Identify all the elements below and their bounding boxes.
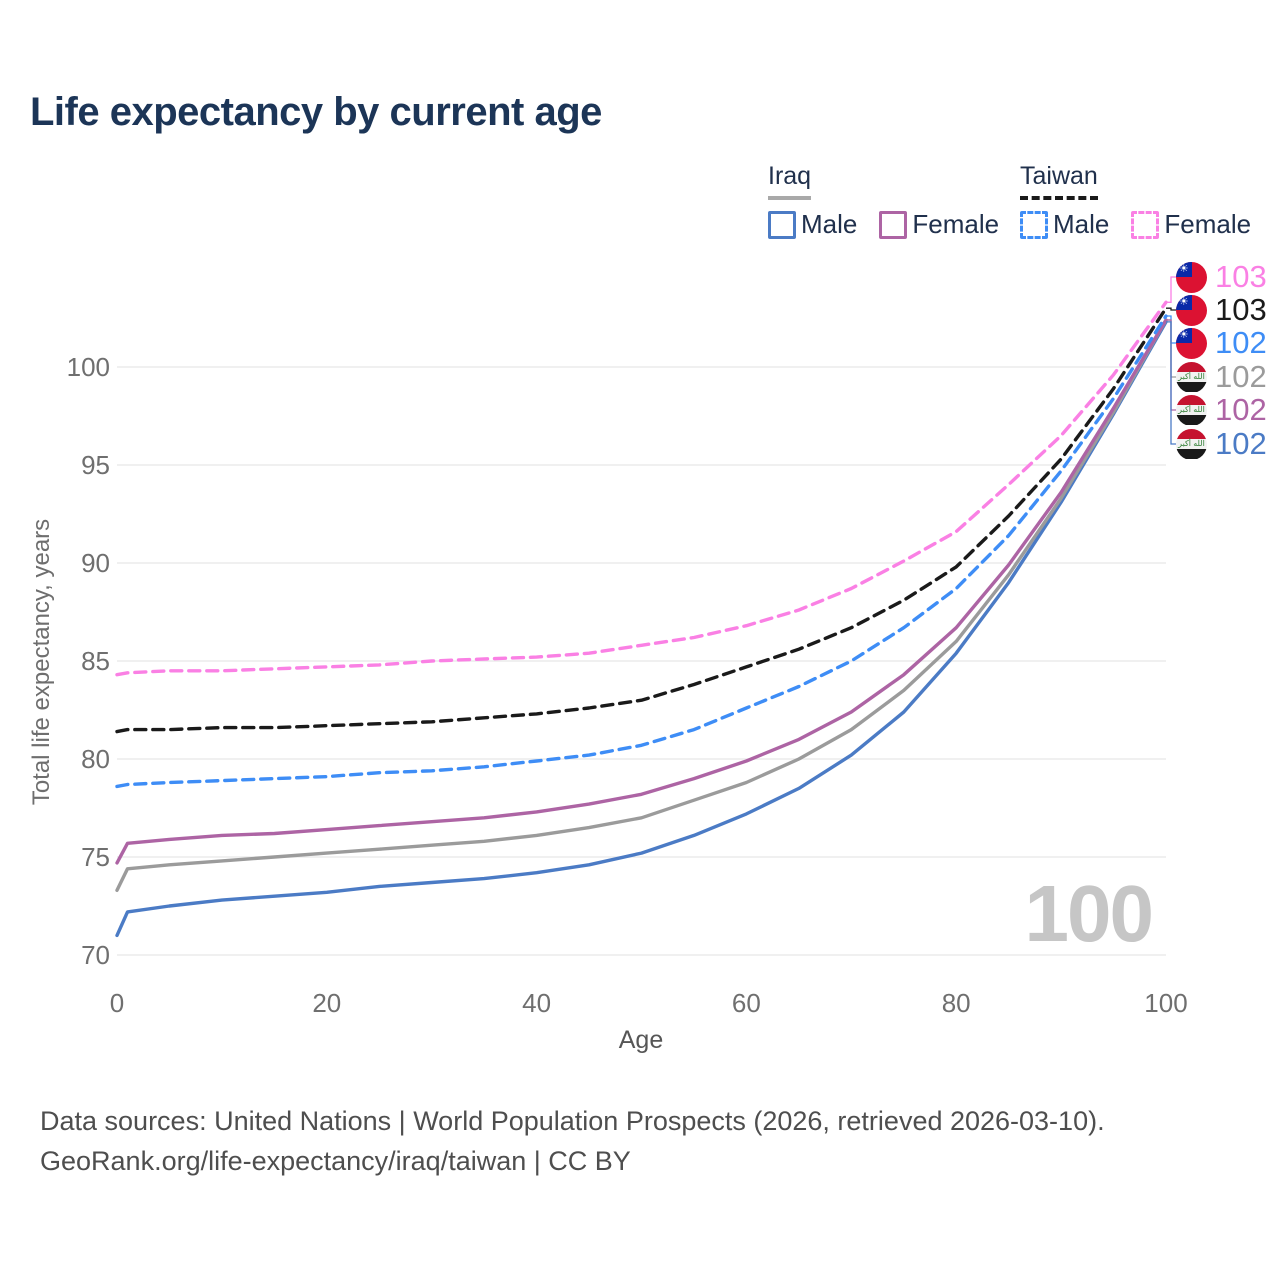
page-title: Life expectancy by current age [30, 90, 602, 134]
end-value-taiwan-male: 102 [1215, 325, 1267, 360]
series-line-iraq-male [115, 320, 1168, 938]
end-value-iraq-total: 102 [1215, 359, 1267, 394]
series-line-taiwan-male [115, 314, 1168, 789]
series-line-taiwan-female [115, 300, 1168, 677]
taiwan-flag-icon: ☀ [1176, 327, 1207, 359]
legend-item-iraq-female[interactable]: Female [879, 209, 999, 240]
legend-label-iraq-female: Female [912, 209, 1000, 239]
series-line-taiwan [115, 306, 1168, 734]
iraq-female-checkbox[interactable] [879, 210, 908, 239]
y-tick-label: 75 [81, 842, 110, 872]
x-tick-label: 20 [312, 988, 342, 1018]
legend-item-taiwan-male[interactable]: Male [1020, 209, 1109, 240]
legend-header-taiwan: Taiwan [1020, 162, 1098, 200]
x-tick-label: 60 [731, 988, 761, 1018]
y-tick-label: 80 [81, 744, 110, 774]
legend-items-iraq: Male Female [768, 209, 1021, 240]
y-tick-label: 95 [81, 450, 110, 480]
end-value-iraq-male: 102 [1215, 426, 1267, 461]
taiwan-flag-icon: ☀ [1176, 294, 1207, 326]
end-value-taiwan-total: 103 [1215, 292, 1267, 327]
current-age-watermark: 100 [1024, 869, 1154, 958]
taiwan-female-checkbox[interactable] [1131, 210, 1160, 239]
taiwan-male-checkbox[interactable] [1020, 210, 1048, 239]
end-label-row: الله أكبر 102 [1176, 359, 1267, 394]
legend-label-iraq-male: Male [801, 209, 858, 239]
x-tick-label: 0 [109, 988, 125, 1018]
y-tick-label: 100 [66, 352, 110, 382]
footer-data-sources: Data sources: United Nations | World Pop… [40, 1106, 1105, 1136]
taiwan-flag-icon: ☀ [1176, 261, 1207, 293]
end-label-connector [1166, 276, 1176, 303]
legend-label-taiwan-female: Female [1164, 209, 1252, 239]
legend-group-taiwan: Taiwan Male Female [1020, 162, 1273, 240]
legend-label-taiwan-male: Male [1053, 209, 1110, 239]
x-axis-title: Age [618, 1026, 664, 1054]
end-value-iraq-female: 102 [1215, 392, 1267, 427]
footer-attribution: GeoRank.org/life-expectancy/iraq/taiwan … [40, 1146, 631, 1176]
iraq-flag-icon: الله أكبر [1176, 361, 1207, 393]
end-label-row: ☀ 102 [1176, 325, 1267, 360]
end-label-connector [1166, 321, 1176, 445]
end-label-row: الله أكبر 102 [1176, 392, 1267, 427]
legend-items-taiwan: Male Female [1020, 209, 1273, 240]
y-tick-label: 90 [81, 548, 110, 578]
x-tick-label: 100 [1144, 988, 1188, 1018]
legend-header-iraq: Iraq [768, 162, 812, 200]
y-tick-label: 70 [81, 940, 110, 970]
end-label-connector [1166, 307, 1176, 311]
end-label-row: ☀ 103 [1176, 292, 1267, 327]
end-label-row: الله أكبر 102 [1176, 426, 1267, 461]
y-tick-label: 85 [81, 646, 110, 676]
iraq-flag-icon: الله أكبر [1176, 428, 1207, 460]
legend-group-iraq: Iraq Male Female [768, 162, 1021, 240]
iraq-male-checkbox[interactable] [768, 210, 796, 239]
legend-item-iraq-male[interactable]: Male [768, 209, 857, 240]
legend-item-taiwan-female[interactable]: Female [1131, 209, 1251, 240]
end-value-taiwan-female: 103 [1215, 259, 1267, 294]
iraq-flag-icon: الله أكبر [1176, 394, 1207, 426]
end-label-row: ☀ 103 [1176, 259, 1267, 294]
x-tick-label: 80 [941, 988, 971, 1018]
series-line-iraq-female [115, 318, 1168, 865]
x-tick-label: 40 [522, 988, 552, 1018]
series-line-iraq [115, 318, 1168, 892]
